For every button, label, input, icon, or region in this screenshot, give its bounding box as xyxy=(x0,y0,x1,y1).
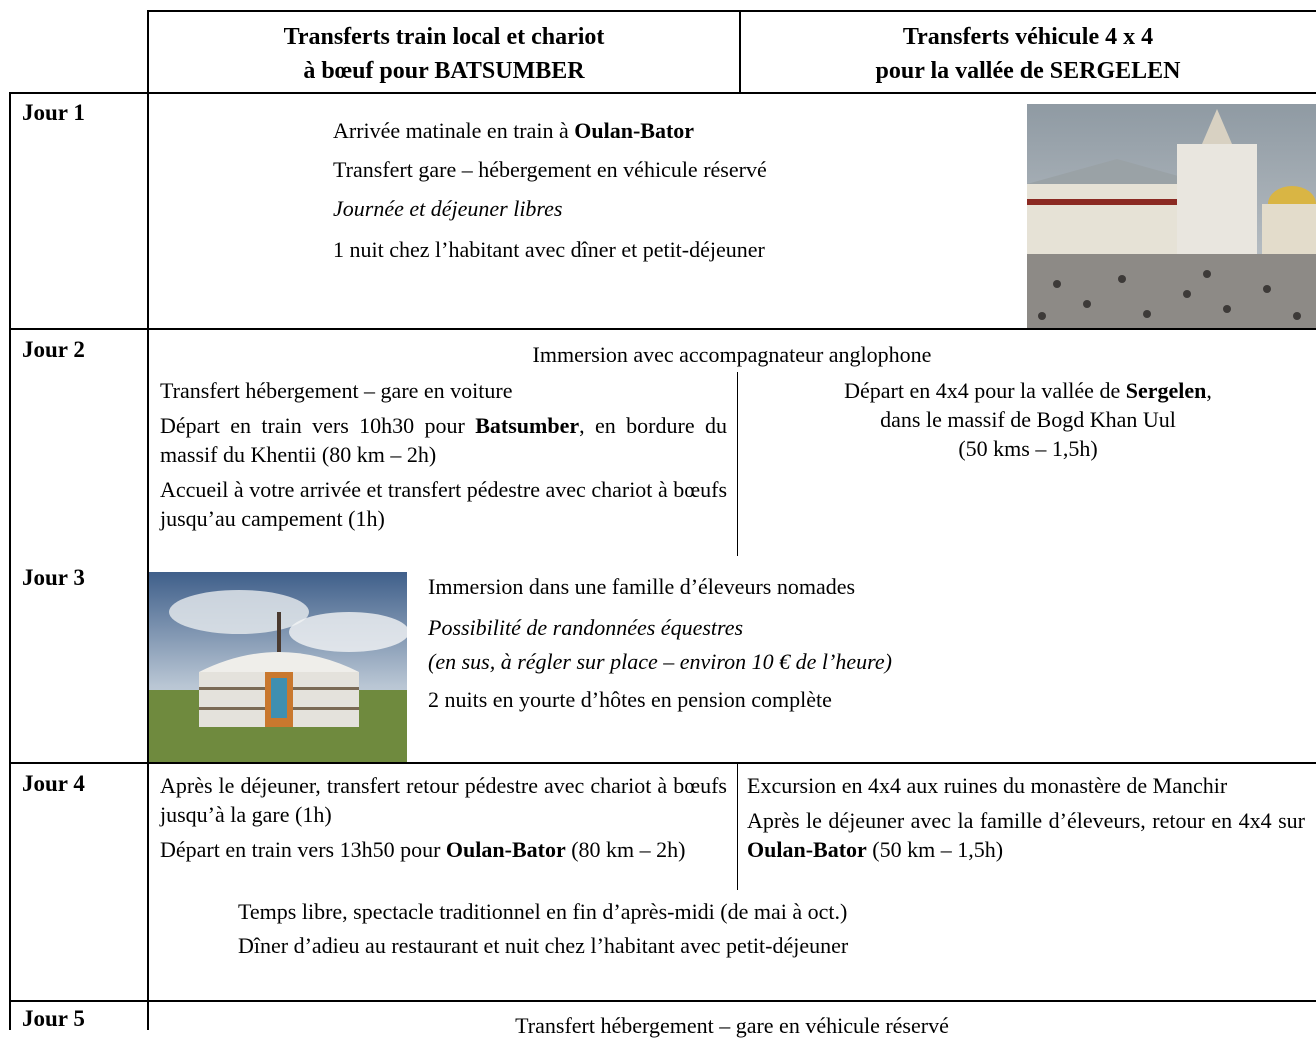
border xyxy=(147,10,149,1030)
bold-text: Batsumber xyxy=(475,413,580,438)
text-line: Accueil à votre arrivée et transfert péd… xyxy=(160,477,727,531)
text-line: Après le déjeuner avec la famille d’élev… xyxy=(747,806,1305,864)
header-line: pour la vallée de SERGELEN xyxy=(875,58,1181,84)
text-line: Après le déjeuner, transfert retour péde… xyxy=(160,773,727,827)
header-line: à bœuf pour BATSUMBER xyxy=(303,58,585,84)
text-line: Excursion en 4x4 aux ruines du monastère… xyxy=(747,773,1228,798)
text-line: Départ en 4x4 pour la vallée de Sergelen… xyxy=(740,376,1316,405)
text-line: Journée et déjeuner libres xyxy=(333,196,563,221)
text: Arrivée matinale en train à xyxy=(333,118,575,143)
text-line: Immersion avec accompagnateur anglophone xyxy=(532,342,932,367)
text: (50 km – 1,5h) xyxy=(866,837,1004,862)
header-cell: Transferts véhicule 4 x 4 pour la vallée… xyxy=(740,20,1316,88)
text-line: Immersion dans une famille d’éleveurs no… xyxy=(428,574,856,599)
text-line: Transfert hébergement – gare en véhicule… xyxy=(515,1013,949,1038)
header-line: Transferts véhicule 4 x 4 xyxy=(902,24,1154,50)
text-block: Transfert hébergement – gare en voiture … xyxy=(160,376,727,533)
text-line: Transfert hébergement – gare en voiture xyxy=(160,378,513,403)
text-line: (50 kms – 1,5h) xyxy=(958,436,1098,461)
bold-text: Oulan-Bator xyxy=(747,837,867,862)
divider xyxy=(737,372,738,556)
text-line: dans le massif de Bogd Khan Uul xyxy=(880,407,1176,432)
header-line: Transferts train local et chariot xyxy=(283,24,605,50)
text: Départ en 4x4 pour la vallée de xyxy=(844,378,1126,403)
text-line: Départ en train vers 10h30 pour Batsumbe… xyxy=(160,411,727,469)
border xyxy=(9,92,11,1030)
text-line: Transfert gare – hébergement en véhicule… xyxy=(333,157,767,182)
text-block: Départ en 4x4 pour la vallée de Sergelen… xyxy=(740,376,1316,463)
bold-text: Sergelen xyxy=(1125,378,1207,403)
text-line: Temps libre, spectacle traditionnel en f… xyxy=(238,899,848,924)
text-line: 2 nuits en yourte d’hôtes en pension com… xyxy=(428,687,832,712)
day-label: Jour 2 xyxy=(22,337,85,362)
divider xyxy=(737,762,738,890)
day-label: Jour 3 xyxy=(22,565,85,590)
border xyxy=(10,92,1316,94)
photo-yurt xyxy=(149,572,407,762)
header-cell: Transferts train local et chariot à bœuf… xyxy=(148,20,740,88)
day-label: Jour 4 xyxy=(22,771,85,796)
photo-stupa xyxy=(1027,104,1316,328)
border xyxy=(739,10,741,92)
text-line: Départ en train vers 13h50 pour Oulan-Ba… xyxy=(160,835,727,864)
text: (80 km – 2h) xyxy=(565,837,686,862)
text: Départ en train vers 13h50 pour xyxy=(160,837,446,862)
bold-text: Oulan-Bator xyxy=(445,837,566,862)
text-line: 1 nuit chez l’habitant avec dîner et pet… xyxy=(333,237,765,262)
text-line: Arrivée matinale en train à Oulan-Bator xyxy=(333,118,694,144)
text-line: Dîner d’adieu au restaurant et nuit chez… xyxy=(238,933,849,958)
border xyxy=(148,10,1316,12)
text-block: Après le déjeuner, transfert retour péde… xyxy=(160,771,727,864)
text: , xyxy=(1206,378,1212,403)
text-line: (en sus, à régler sur place – environ 10… xyxy=(428,649,892,674)
day-label: Jour 1 xyxy=(22,100,85,125)
bold-text: Oulan-Bator xyxy=(574,118,695,143)
border xyxy=(10,762,1316,764)
border xyxy=(10,328,1316,330)
day-label: Jour 5 xyxy=(22,1006,85,1031)
border xyxy=(10,1000,1316,1002)
text-block: Excursion en 4x4 aux ruines du monastère… xyxy=(747,771,1305,864)
text: , en bordure du massif du Khentii (80 km… xyxy=(160,413,727,467)
text: Après le déjeuner avec la famille d’élev… xyxy=(747,808,1305,833)
text: Départ en train vers 10h30 pour xyxy=(160,413,476,438)
text-line: Possibilité de randonnées équestres xyxy=(428,615,744,640)
